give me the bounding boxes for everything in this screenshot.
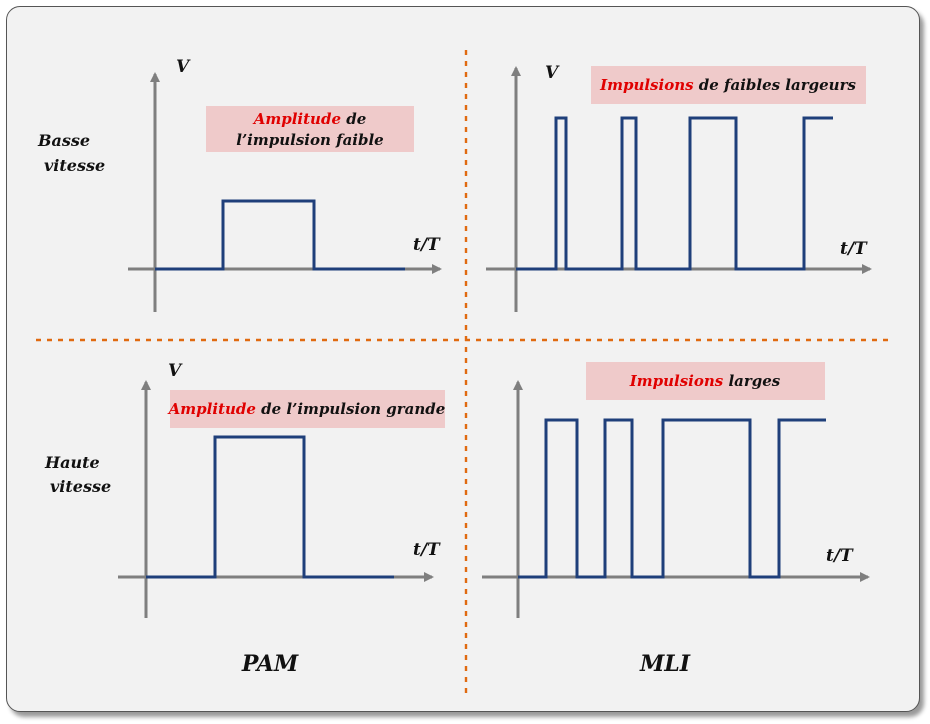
column-label-mli: MLI: [639, 651, 691, 677]
diagram-frame: [6, 6, 920, 712]
annotation-line2: l’impulsion faible: [236, 131, 383, 149]
pam-low-pulse: [155, 199, 405, 271]
mli-high-pulses: [518, 418, 826, 579]
annotation-text: Amplitude de l’impulsion grande: [167, 400, 446, 418]
annotation-box: [206, 106, 414, 152]
mli-low-pulses: [516, 116, 833, 271]
x-axis-label: t/T: [840, 239, 868, 259]
panel-pam-low: V t/T Amplitude de l’impulsion faible: [128, 57, 442, 312]
panel-mli-high: t/T Impulsions larges: [482, 362, 870, 618]
panel-mli-low: V t/T Impulsions de faibles largeurs: [486, 63, 872, 312]
x-axis-label: t/T: [413, 540, 441, 560]
annotation-line1: Amplitude de: [252, 110, 367, 128]
panel-pam-high: V t/T Amplitude de l’impulsion grande: [118, 361, 445, 618]
y-axis-label: V: [545, 63, 560, 83]
row-label-low-line2: vitesse: [44, 156, 105, 175]
annotation-text: Impulsions larges: [629, 372, 781, 390]
annotation-box: [170, 390, 445, 428]
y-axis-label: V: [168, 361, 183, 381]
column-label-pam: PAM: [241, 651, 299, 677]
x-axis-label: t/T: [413, 235, 441, 255]
y-axis-label: V: [176, 57, 191, 77]
pam-high-pulse: [146, 435, 394, 579]
row-label-high-line2: vitesse: [50, 477, 111, 496]
row-label-low-line1: Basse: [37, 131, 90, 150]
x-axis-label: t/T: [826, 546, 854, 566]
annotation-box: [586, 362, 825, 400]
annotation-text: Impulsions de faibles largeurs: [599, 76, 856, 94]
annotation-box: [591, 66, 866, 104]
row-label-high-line1: Haute: [44, 453, 100, 472]
